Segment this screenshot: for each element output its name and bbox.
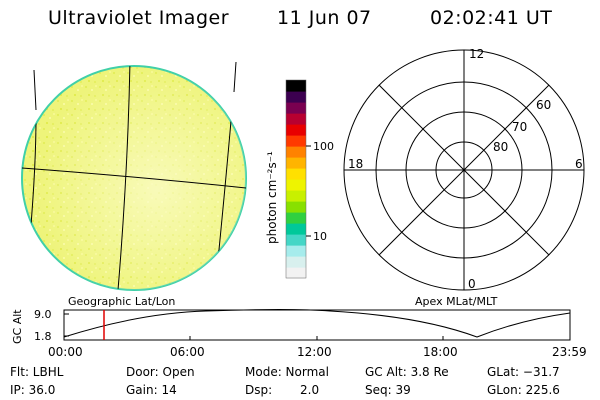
filter-info: Flt: LBHL [10,365,64,379]
colorbar-tick-label: 100 [313,140,334,153]
colorbar-segment [286,234,306,246]
colorbar-segment [286,146,306,158]
glat-info: GLat: −31.7 [487,365,560,379]
dsp-value: 2.0 [300,383,320,397]
altitude-curve [63,309,571,338]
colorbar-segment [286,201,306,213]
dsp-label: Dsp: [245,383,273,397]
colorbar-segment [286,212,306,224]
date-label: 11 Jun 07 [277,7,372,29]
meridian-line [117,66,131,290]
colorbar-segment [286,223,306,235]
altitude-ytick-top: 9.0 [34,308,52,321]
time-axis-label: 00:00 [48,345,83,359]
mlat-label-70: 70 [512,120,528,134]
mlat-label-80: 80 [493,140,509,154]
colorbar-segment [286,245,306,257]
instrument-title: Ultraviolet Imager [48,7,230,29]
time-label: 02:02:41 UT [430,7,553,29]
colorbar-segment [286,256,306,268]
colorbar-segment [286,157,306,169]
seq-info: Seq: 39 [365,383,411,397]
mlt-label-6: 6 [575,157,583,171]
gc-alt-info: GC Alt: 3.8 Re [365,365,449,379]
colorbar-segment [286,113,306,125]
mode-info: Mode: Normal [245,365,329,379]
colorbar-segment [286,124,306,136]
mlt-label-12: 12 [469,47,485,61]
mlt-spoke [377,83,551,257]
time-axis-label: 12:00 [297,345,332,359]
colorbar-unit-label: photon cm⁻²s⁻¹ [265,151,279,244]
colorbar-segment [286,91,306,103]
uv-earth-image [21,61,247,291]
colorbar-segment [286,80,306,92]
polar-grid [343,49,585,291]
mlt-label-18: 18 [348,157,364,171]
gain-info: Gain: 14 [126,383,177,397]
geographic-panel-label: Geographic Lat/Lon [68,295,176,308]
time-axis-label: 06:00 [170,345,205,359]
apex-panel-label: Apex MLat/MLT [415,295,498,308]
colorbar-segment [286,102,306,114]
altitude-ytick-bottom: 1.8 [34,330,52,343]
mlt-label-0: 0 [468,277,476,291]
time-axis-label: 18:00 [423,345,458,359]
colorbar-tick-label: 10 [313,230,327,243]
mlat-label-60: 60 [536,98,552,112]
ip-info: IP: 36.0 [10,383,56,397]
colorbar-segment [286,267,306,279]
colorbar [286,80,306,279]
glon-info: GLon: 225.6 [487,383,560,397]
parallel-line [21,167,247,189]
altitude-ylabel: GC Alt [11,309,24,344]
time-axis-label: 23:59 [552,345,587,359]
colorbar-segment [286,135,306,147]
colorbar-segment [286,179,306,191]
colorbar-segment [286,168,306,180]
colorbar-segment [286,190,306,202]
altitude-plot [63,309,571,341]
door-info: Door: Open [126,365,195,379]
